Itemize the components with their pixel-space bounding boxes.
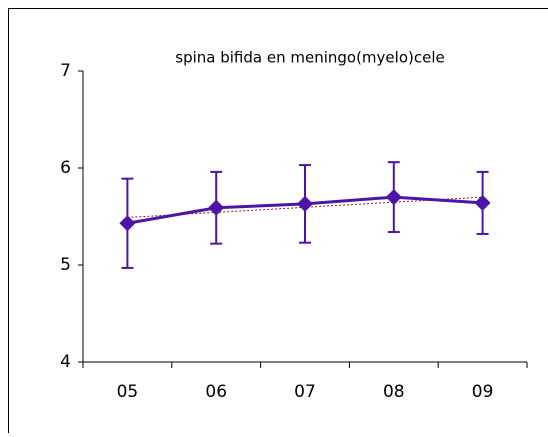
marker: [208, 200, 224, 216]
chart-frame: [9, 9, 548, 434]
marker: [297, 196, 313, 212]
x-tick-label: 05: [117, 382, 139, 402]
x-tick-label: 09: [472, 382, 494, 402]
marker: [119, 215, 135, 231]
x-tick-label: 06: [205, 382, 227, 402]
y-tick-label: 6: [60, 158, 71, 178]
y-tick-label: 7: [60, 61, 71, 81]
y-tick-label: 4: [60, 352, 71, 372]
y-tick-label: 5: [60, 255, 71, 275]
chart-title: spina bifida en meningo(myelo)cele: [175, 49, 444, 67]
marker: [475, 195, 491, 211]
x-tick-label: 08: [383, 382, 405, 402]
x-tick-label: 07: [294, 382, 316, 402]
